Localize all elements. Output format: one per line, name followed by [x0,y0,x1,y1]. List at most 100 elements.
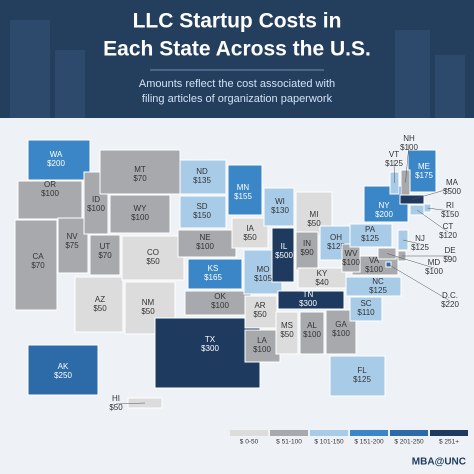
leader-line [386,253,435,269]
state-shape [271,227,295,283]
state-abbr: TN [303,290,314,299]
legend-swatch [350,430,388,436]
state-abbr: PA [365,225,376,234]
state-cost: $300 [299,299,317,308]
state-abbr: SC [360,299,371,308]
state-cost: $50 [243,233,257,242]
state-cost: $125 [411,243,429,252]
state-shape [74,276,124,333]
state-shape [184,290,252,316]
state-cost: $100 [303,330,321,339]
us-map: WA$200OR$100CA$70NV$75ID$100MT$70WY$100U… [14,134,461,412]
state-shape [329,355,386,397]
legend-swatch [390,430,428,436]
state-cost: $250 [54,371,72,380]
state-abbr: GA [335,320,347,329]
state-shape [179,195,227,229]
state-abbr: DE [444,246,455,255]
legend-label: $ 51-100 [276,439,302,446]
state-cost: $125 [369,286,387,295]
leader-line [393,159,395,184]
state-abbr: CT [443,222,454,231]
state-abbr: CO [147,248,159,257]
state-abbr: VA [369,256,380,265]
state-shape [154,317,261,389]
state-abbr: LA [257,336,267,345]
state-cost: $50 [307,219,321,228]
state-shape [57,217,89,274]
state-cost: $100 [87,204,105,213]
state-shape [275,311,299,355]
state-abbr: KS [208,264,219,273]
state-shape [345,276,402,297]
state-cost: $50 [280,330,294,339]
state-cost: $125 [327,242,345,251]
state-abbr: WI [275,197,285,206]
legend: $ 0-50 $ 51-100 $ 101-150 $ 151-200 $ 201-25… [230,430,468,446]
legend-label: $ 151-200 [354,439,384,446]
state-shape [109,194,171,234]
state-shape [27,344,99,396]
state-shape [89,234,121,276]
state-abbr: IN [303,239,311,248]
state-cost: $500 [443,187,461,196]
legend-swatch [310,430,348,436]
brand: MBA@UNC [412,457,466,468]
legend-label: $ 0-50 [240,439,259,446]
state-cost: $50 [109,403,123,412]
state-abbr: NM [142,298,155,307]
leader-line [402,239,421,245]
title-line: Each State Across the U.S. [103,38,371,61]
state-cost: $165 [204,273,222,282]
state-cost: $100 [425,267,443,276]
state-cost: $220 [441,300,459,309]
leader-line [411,187,453,200]
state-abbr: OK [214,292,226,301]
state-shape [187,258,243,290]
state-shape [263,187,295,227]
state-shape [121,235,185,281]
state-cost: $70 [31,261,45,270]
state-abbr: MS [281,321,293,330]
state-abbr: VT [389,150,399,159]
state-cost: $500 [275,251,293,260]
state-cost: $100 [365,265,383,274]
state-abbr: AZ [95,295,105,304]
state-cost: $50 [146,257,160,266]
leader-line [427,207,451,212]
state-cost: $70 [133,174,147,183]
legend-swatch [430,430,468,436]
state-shape [231,217,269,249]
state-cost: $105 [254,274,272,283]
state-abbr: OR [44,180,56,189]
state-abbr: MI [310,210,319,219]
legend-label: $ 101-150 [314,439,344,446]
state-cost: $150 [193,211,211,220]
state-cost: $50 [141,307,155,316]
state-abbr: D.C. [442,291,458,300]
state-cost: $150 [441,210,459,219]
state-cost: $90 [300,248,314,257]
legend-swatch [230,430,268,436]
building-silhouettes [10,20,465,118]
state-abbr: NE [199,233,210,242]
state-abbr: CA [32,252,44,261]
leader-line [388,264,451,302]
legend-label: $ 201-250 [394,439,424,446]
state-abbr: KY [317,269,328,278]
state-cost: $70 [98,251,112,260]
state-abbr: AL [307,321,317,330]
legend-swatch [270,430,308,436]
state-cost: $100 [332,329,350,338]
state-abbr: TX [205,335,216,344]
state-cost: $100 [131,213,149,222]
state-abbr: MD [428,258,441,267]
state-cost: $135 [193,176,211,185]
leader-line [405,143,410,183]
state-abbr: MA [446,178,459,187]
state-abbr: AR [254,301,265,310]
state-shape [349,223,393,248]
state-abbr: WV [345,249,359,258]
state-cost: $200 [47,159,65,168]
